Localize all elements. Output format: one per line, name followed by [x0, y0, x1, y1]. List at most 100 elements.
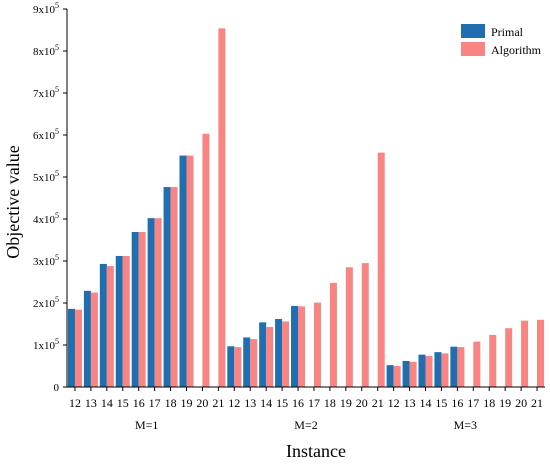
legend-label-algorithm: Algorithm [491, 43, 542, 57]
x-tick-label: 12 [228, 396, 240, 410]
x-tick-label: 14 [420, 396, 432, 410]
x-tick-label: 18 [165, 396, 177, 410]
bar-primal-M2-16 [291, 305, 299, 387]
axes-layer [66, 9, 545, 388]
bar-algorithm-M1-16 [138, 232, 146, 387]
bar-algorithm-M3-15 [441, 353, 449, 387]
legend-swatch-primal [461, 24, 485, 38]
bar-algorithm-M1-15 [122, 255, 130, 387]
group-label: M=1 [135, 418, 158, 432]
bar-primal-M3-12 [386, 365, 394, 387]
group-label: M=2 [294, 418, 317, 432]
bar-primal-M3-13 [402, 360, 410, 387]
x-tick-label: 13 [85, 396, 97, 410]
bar-algorithm-M2-13 [250, 339, 258, 387]
y-tick-label: 0 [54, 382, 60, 394]
legend-label-primal: Primal [491, 25, 524, 39]
y-tick-label: 3x105 [33, 253, 59, 268]
bar-algorithm-M2-20 [361, 263, 369, 387]
bar-primal-M1-19 [179, 155, 187, 387]
bar-algorithm-M3-16 [457, 347, 465, 387]
bar-algorithm-M3-13 [409, 361, 417, 387]
y-tick-label: 6x105 [33, 127, 59, 142]
bar-algorithm-M1-20 [202, 133, 210, 387]
bar-algorithm-M1-19 [186, 155, 194, 387]
bar-primal-M2-15 [275, 318, 283, 387]
y-tick-label: 2x105 [33, 295, 59, 310]
legend: Primal Algorithm [461, 24, 542, 57]
y-tick-label: 8x105 [33, 43, 59, 58]
x-tick-label: 13 [244, 396, 256, 410]
bar-algorithm-M1-13 [90, 292, 98, 387]
ticks-layer: 0 1x105 2x105 3x105 4x105 5x105 6x105 7x105 8x10… [33, 1, 543, 432]
bar-primal-M1-12 [67, 308, 75, 387]
bar-algorithm-M1-14 [106, 266, 114, 387]
y-axis-label: Objective value [3, 145, 23, 258]
bar-algorithm-M1-18 [170, 187, 178, 387]
bar-primal-M3-16 [450, 346, 458, 387]
bar-primal-M1-14 [99, 263, 107, 387]
bar-algorithm-M2-17 [313, 302, 321, 387]
x-tick-label: 16 [133, 396, 145, 410]
x-tick-label: 17 [149, 396, 161, 410]
bar-algorithm-M2-18 [329, 282, 337, 387]
bar-algorithm-M3-14 [425, 355, 433, 387]
bar-primal-M3-14 [418, 354, 426, 387]
bar-algorithm-M3-17 [473, 341, 481, 387]
x-tick-label: 17 [467, 396, 479, 410]
bar-algorithm-M2-16 [298, 306, 306, 387]
bars-layer [67, 28, 545, 387]
x-tick-label: 15 [117, 396, 129, 410]
x-tick-label: 20 [196, 396, 208, 410]
y-tick-label: 4x105 [33, 211, 59, 226]
bar-algorithm-M1-12 [74, 309, 82, 387]
y-tick-label: 1x105 [33, 337, 59, 352]
x-axis-label: Instance [286, 441, 346, 461]
bar-algorithm-M3-21 [537, 319, 545, 387]
x-tick-label: 21 [212, 396, 224, 410]
x-tick-label: 20 [515, 396, 527, 410]
bar-primal-M2-14 [259, 322, 267, 387]
x-tick-label: 18 [483, 396, 495, 410]
x-tick-label: 19 [340, 396, 352, 410]
bar-primal-M1-15 [115, 255, 123, 387]
group-label: M=3 [454, 418, 477, 432]
bar-algorithm-M2-15 [282, 321, 290, 387]
bar-algorithm-M2-14 [266, 326, 274, 387]
bar-primal-M3-15 [434, 352, 442, 387]
x-tick-label: 12 [69, 396, 81, 410]
bar-algorithm-M3-12 [393, 366, 401, 387]
y-tick-label: 7x105 [33, 85, 59, 100]
bar-algorithm-M1-21 [218, 28, 226, 387]
bar-algorithm-M1-17 [154, 218, 162, 387]
bar-primal-M2-13 [243, 337, 251, 387]
x-tick-label: 14 [260, 396, 272, 410]
bar-primal-M1-17 [147, 218, 155, 387]
bar-algorithm-M3-20 [521, 320, 529, 387]
bar-algorithm-M3-18 [489, 334, 497, 387]
bar-algorithm-M2-19 [345, 267, 353, 387]
x-tick-label: 12 [388, 396, 400, 410]
x-tick-label: 16 [451, 396, 463, 410]
x-tick-label: 15 [276, 396, 288, 410]
bar-primal-M1-18 [163, 187, 171, 387]
x-tick-label: 15 [435, 396, 447, 410]
y-tick-label: 5x105 [33, 169, 59, 184]
bar-algorithm-M2-21 [377, 152, 385, 387]
bar-primal-M2-12 [227, 346, 235, 387]
bar-primal-M1-13 [83, 290, 91, 387]
y-tick-label: 9x105 [33, 1, 59, 16]
x-tick-label: 17 [308, 396, 320, 410]
bar-algorithm-M3-19 [505, 328, 513, 387]
x-tick-label: 14 [101, 396, 113, 410]
x-tick-label: 13 [404, 396, 416, 410]
x-tick-label: 16 [292, 396, 304, 410]
legend-swatch-algorithm [461, 42, 485, 56]
x-tick-label: 19 [499, 396, 511, 410]
bar-primal-M1-16 [131, 232, 139, 387]
x-tick-label: 21 [372, 396, 384, 410]
x-tick-label: 21 [531, 396, 543, 410]
x-tick-label: 20 [356, 396, 368, 410]
